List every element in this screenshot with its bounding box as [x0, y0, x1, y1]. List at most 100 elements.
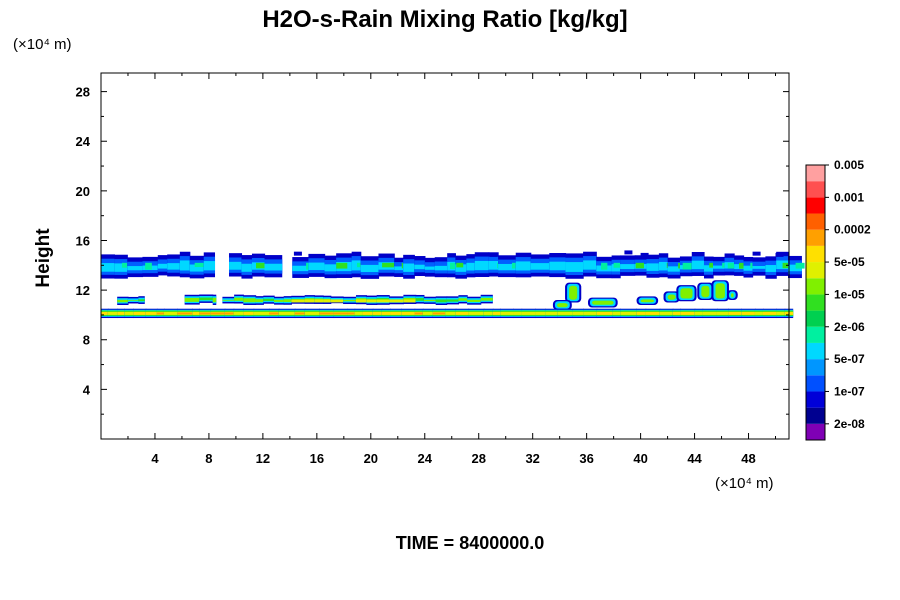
band-cell — [127, 266, 144, 271]
band-cell — [702, 311, 718, 315]
colorbar-swatch — [806, 342, 825, 360]
colorbar-swatch — [806, 375, 825, 392]
band-cell — [199, 312, 211, 315]
band-cell — [635, 262, 644, 269]
band-cell — [133, 311, 147, 315]
y-axis-label: Height — [33, 228, 54, 288]
band-cell — [177, 312, 193, 315]
band-cell — [243, 298, 257, 303]
band-cell — [572, 311, 584, 315]
band-cell — [776, 311, 786, 315]
band-cell — [414, 264, 426, 270]
band-cell — [434, 265, 448, 271]
band-cell — [107, 311, 119, 315]
band-cell — [403, 263, 415, 272]
colorbar-swatch — [806, 391, 825, 408]
band-cell — [304, 299, 315, 303]
y-tick-label: 8 — [83, 333, 90, 348]
band-cell — [682, 262, 698, 270]
band-cell — [362, 311, 374, 315]
colorbar-frame — [805, 164, 826, 441]
convective-cell — [680, 288, 693, 299]
y-tick-label: 28 — [76, 85, 90, 100]
band-cell — [424, 266, 436, 270]
colorbar-swatch — [806, 262, 825, 279]
y-tick-label: 24 — [76, 134, 91, 149]
band-cell — [179, 260, 191, 271]
colorbar-label: 5e-05 — [834, 255, 865, 269]
band-cell — [319, 312, 334, 315]
band-cell — [762, 311, 777, 315]
band-cell — [163, 311, 178, 315]
band-cell — [241, 263, 253, 272]
band-cell — [394, 266, 404, 271]
band-cell — [446, 299, 460, 302]
band-cell — [545, 311, 558, 315]
colorbar-swatch — [806, 181, 825, 198]
band-cell — [264, 263, 283, 271]
band-cell — [354, 311, 364, 315]
speck-cell — [624, 250, 633, 255]
band-cell — [483, 311, 494, 315]
band-cell — [292, 265, 310, 272]
band-cell — [788, 264, 802, 272]
colorbar-swatch — [806, 359, 825, 376]
band-cell — [535, 311, 546, 315]
band-cell — [390, 311, 403, 315]
x-unit-label: (×10⁴ m) — [715, 475, 774, 492]
band-cell — [565, 262, 584, 272]
colorbar-swatch — [806, 294, 825, 311]
band-cell — [336, 262, 348, 269]
colorbar-label: 0.005 — [834, 158, 864, 172]
band-cell — [422, 311, 434, 315]
x-tick-label: 44 — [687, 451, 702, 466]
band-cell — [212, 297, 217, 303]
band-cell — [199, 297, 214, 301]
band-cell — [308, 262, 326, 271]
x-tick-label: 12 — [256, 451, 270, 466]
x-tick-label: 32 — [525, 451, 539, 466]
band-cell — [458, 298, 468, 301]
band-cell — [423, 299, 437, 302]
band-cell — [620, 264, 636, 270]
band-cell — [194, 262, 206, 268]
band-cell — [382, 262, 400, 268]
band-cell — [728, 311, 742, 315]
band-cell — [557, 311, 574, 315]
x-tick-label: 4 — [151, 451, 159, 466]
band-cell — [229, 261, 243, 270]
colorbar-swatch — [806, 245, 825, 263]
band-cell — [658, 261, 669, 271]
speck-cell — [752, 251, 761, 256]
band-cell — [401, 311, 416, 315]
band-cell — [498, 263, 517, 271]
band-cell — [492, 311, 501, 315]
band-cell — [324, 264, 337, 272]
band-cell — [636, 311, 647, 315]
plot-area — [101, 250, 805, 319]
band-cell — [210, 312, 225, 315]
band-cell — [366, 299, 377, 303]
convective-cell — [667, 294, 676, 300]
colorbar-swatch — [806, 310, 825, 327]
band-cell — [138, 299, 145, 302]
colorbar-swatch — [806, 278, 825, 295]
band-cell — [167, 263, 181, 270]
band-cell — [263, 298, 275, 301]
speck-cell — [293, 251, 302, 256]
band-cell — [583, 260, 597, 270]
band-cell — [500, 311, 514, 315]
band-cell — [415, 298, 425, 301]
colorbar-swatch — [806, 165, 825, 182]
band-cell — [432, 312, 446, 315]
band-cell — [530, 263, 550, 270]
convective-cell — [715, 283, 725, 299]
band-cell — [192, 311, 200, 315]
band-cell — [343, 299, 357, 302]
band-cell — [680, 311, 696, 315]
band-cell — [782, 262, 790, 269]
x-tick-label: 40 — [633, 451, 647, 466]
band-cell — [645, 311, 661, 315]
band-cell — [765, 265, 777, 272]
